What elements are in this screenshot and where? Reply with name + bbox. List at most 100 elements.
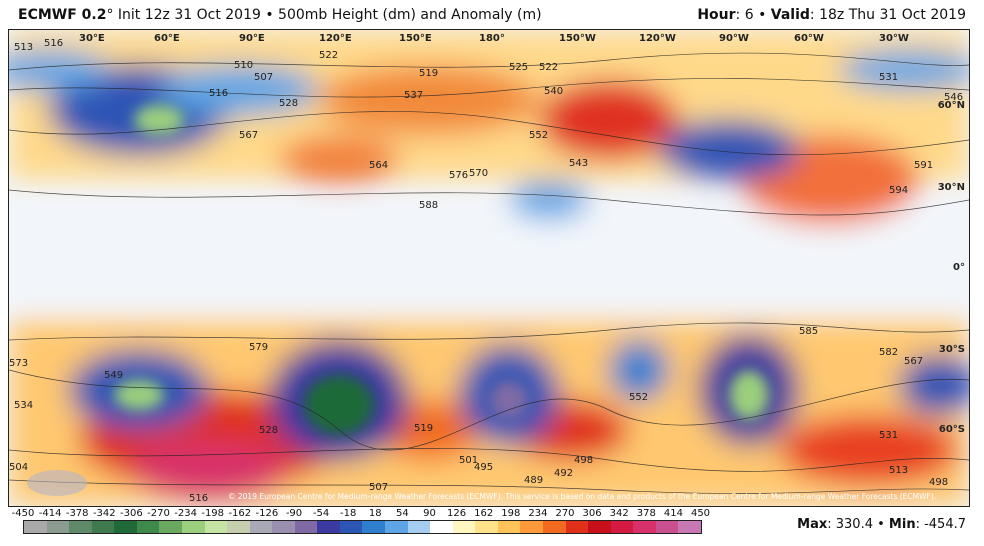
colorbar-tick-label: -126 [255, 508, 279, 519]
anomaly-field [9, 30, 969, 506]
colorbar-swatch [565, 521, 589, 533]
colorbar-tick-label: -450 [11, 508, 35, 519]
contour-label: 543 [569, 158, 589, 169]
contour-label: 573 [9, 358, 29, 369]
max-min-readout: Max: 330.4 • Min: -454.7 [797, 517, 966, 532]
contour-label: 552 [529, 130, 549, 141]
colorbar-swatch [655, 521, 679, 533]
contour-label: 498 [929, 477, 949, 488]
valid-time: Hour: 6 • Valid: 18z Thu 31 Oct 2019 [697, 7, 966, 23]
contour-label: 591 [914, 160, 934, 171]
colorbar-tick-label: 306 [582, 508, 602, 519]
longitude-label: 150°W [559, 33, 596, 44]
title-text: ° Init 12z 31 Oct 2019 • 500mb Height (d… [106, 7, 542, 23]
contour-label: 570 [469, 168, 489, 179]
contour-label: 567 [239, 130, 259, 141]
contour-label: 507 [369, 482, 389, 493]
contour-label: 588 [419, 200, 439, 211]
colorbar-swatch [452, 521, 476, 533]
contour-label: 528 [279, 98, 299, 109]
contour-label: 492 [554, 468, 574, 479]
colorbar-swatch [407, 521, 431, 533]
contour-label: 531 [879, 72, 899, 83]
colorbar-swatch [385, 521, 408, 533]
colorbar-tick-label: -270 [147, 508, 170, 519]
colorbar-tick-label: -414 [38, 508, 62, 519]
colorbar-tick-label: -198 [201, 508, 225, 519]
colorbar-tick-label: 198 [501, 508, 521, 519]
colorbar-swatch [362, 521, 385, 533]
contour-label: 510 [234, 60, 254, 71]
colorbar-tick-label: 234 [528, 508, 548, 519]
colorbar-tick-label: 90 [423, 508, 436, 519]
contour-label: 504 [9, 462, 29, 473]
colorbar-swatch [542, 521, 566, 533]
contour-label: 567 [904, 356, 924, 367]
contour-label: 489 [524, 475, 544, 486]
colorbar-swatch [678, 521, 701, 533]
colorbar-swatch [588, 521, 611, 533]
contour-label: 522 [319, 50, 339, 61]
longitude-label: 180° [479, 33, 505, 44]
hour-value: : 6 • [735, 7, 771, 23]
weatherbell-logo [27, 470, 87, 496]
contour-label: 531 [879, 430, 899, 441]
colorbar-tick-label: -378 [65, 508, 89, 519]
colorbar-tick-label: 450 [690, 508, 711, 519]
colorbar-swatch [204, 521, 228, 533]
colorbar-swatch [339, 521, 363, 533]
longitude-label: 60°E [154, 33, 180, 44]
colorbar-swatch [159, 521, 182, 533]
colorbar-tick-label: 414 [663, 508, 683, 519]
colorbar-tick-label: 54 [396, 508, 409, 519]
contour-label: 528 [259, 425, 279, 436]
contour-label: 537 [404, 90, 424, 101]
colorbar-tick-label: 162 [474, 508, 494, 519]
longitude-label: 120°W [639, 33, 676, 44]
colorbar-swatch [181, 521, 205, 533]
valid-label: Valid [770, 7, 810, 23]
colorbar-tick-label: -90 [285, 508, 303, 519]
contour-label: 534 [14, 400, 34, 411]
colorbar-tick-label: 270 [555, 508, 575, 519]
contour-label: 576 [449, 170, 469, 181]
weather-map: 30°E 60°E 90°E 120°E 150°E 180° 150°W 120°W 90°W… [8, 29, 970, 507]
colorbar-tick-label: -342 [92, 508, 116, 519]
contour-label: 564 [369, 160, 389, 171]
colorbar-tick-label: -162 [228, 508, 252, 519]
colorbar-swatch [475, 521, 498, 533]
colorbar-tick-label: -306 [120, 508, 143, 519]
longitude-label: 90°W [719, 33, 749, 44]
contour-label: 582 [879, 347, 899, 358]
copyright-credit: © 2019 European Centre for Medium-range … [228, 492, 937, 501]
contour-label: 513 [889, 465, 909, 476]
colorbar-labels: -450 -414 -378 -342 -306 -270 -234 -198 -162 -126… [11, 508, 711, 522]
contour-label: 540 [544, 86, 564, 97]
longitude-label: 150°E [399, 33, 432, 44]
min-value: : -454.7 [915, 517, 966, 532]
latitude-label: 30°S [938, 344, 965, 355]
contour-label: 498 [574, 455, 594, 466]
longitude-label: 30°W [879, 33, 909, 44]
contour-label: 507 [254, 72, 274, 83]
colorbar-swatch [430, 521, 453, 533]
contour-label: 516 [209, 88, 229, 99]
contour-label: 549 [104, 370, 124, 381]
contour-label: 546 [944, 92, 964, 103]
contour-label: 525 [509, 62, 529, 73]
colorbar-tick-label: 18 [368, 508, 382, 519]
contour-label: 516 [44, 38, 64, 49]
colorbar-tick-label: 342 [609, 508, 629, 519]
colorbar-swatch [46, 521, 70, 533]
colorbar-swatch [272, 521, 295, 533]
contour-label: 519 [419, 68, 439, 79]
max-label: Max [797, 517, 828, 532]
max-value: : 330.4 • [827, 517, 889, 532]
colorbar-tick-label: -18 [340, 508, 357, 519]
contour-label: 519 [414, 423, 434, 434]
contour-label: 594 [889, 185, 909, 196]
contour-label: 579 [249, 342, 269, 353]
longitude-label: 120°E [319, 33, 352, 44]
colorbar [23, 520, 702, 534]
contour-label: 552 [629, 392, 649, 403]
